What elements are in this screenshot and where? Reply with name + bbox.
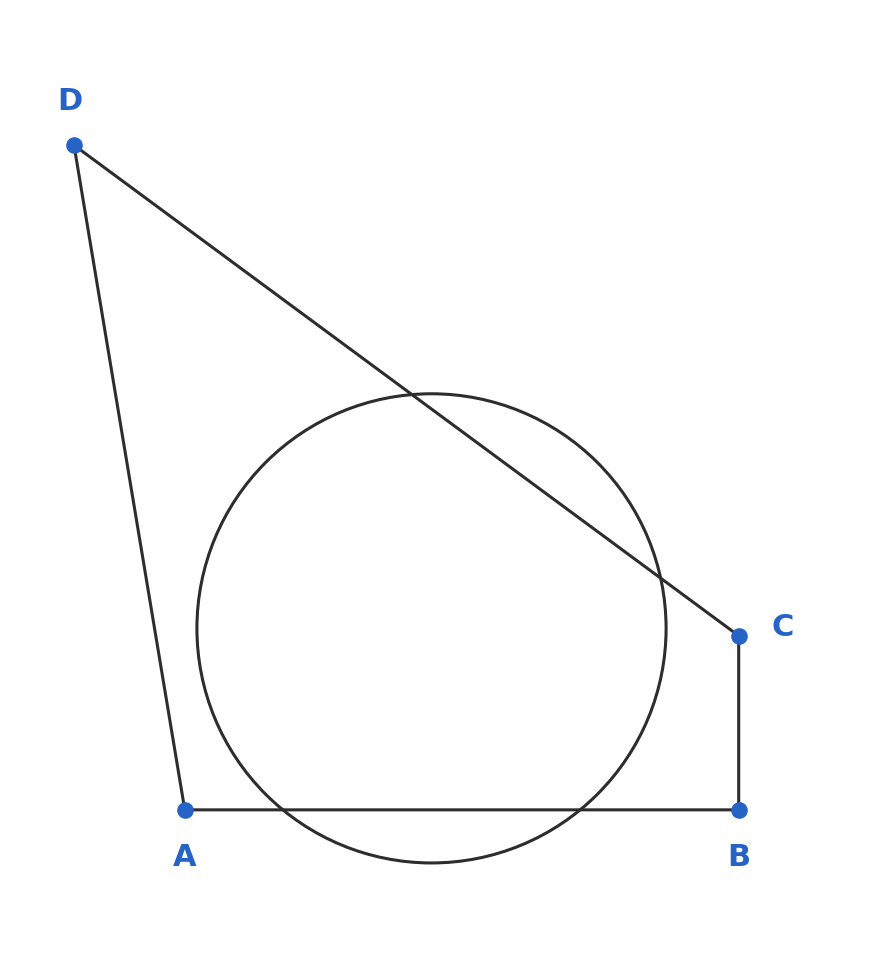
Point (178, 802, 192, 817)
Text: A: A (173, 843, 196, 872)
Point (67, 138, 81, 153)
Text: B: B (727, 843, 750, 872)
Point (731, 628, 745, 644)
Text: C: C (771, 613, 794, 643)
Point (731, 802, 745, 817)
Text: D: D (58, 87, 82, 117)
